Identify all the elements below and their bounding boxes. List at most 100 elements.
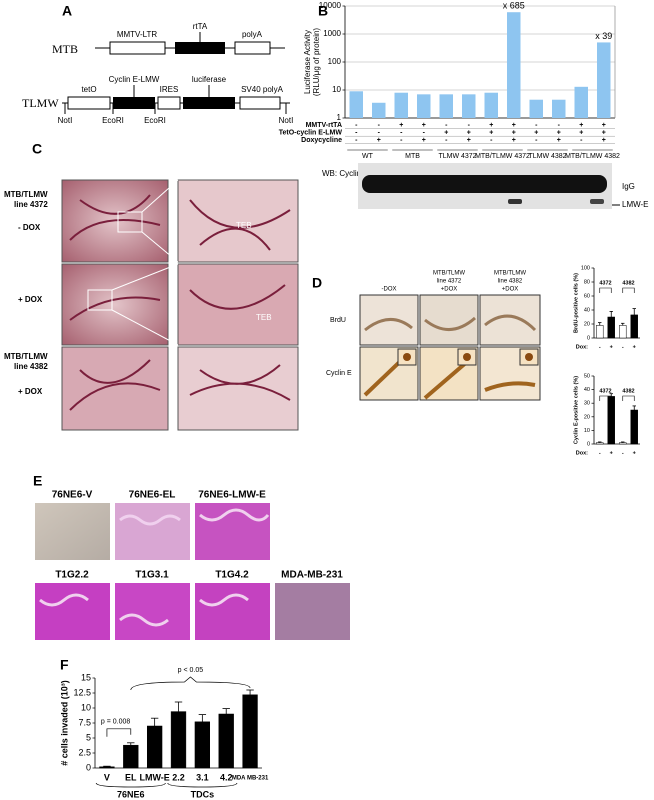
y-tick-label: 40 xyxy=(584,387,590,393)
group-bracket xyxy=(622,395,635,401)
bar xyxy=(394,92,408,118)
group-label: 76NE6 xyxy=(117,789,145,799)
row-value: - xyxy=(535,137,538,144)
image-label: MDA-MB-231 xyxy=(281,570,343,581)
bar xyxy=(507,12,521,119)
y-tick-label: 20 xyxy=(584,321,590,327)
blot-bands xyxy=(362,175,607,193)
row-value: - xyxy=(378,129,381,136)
micrographs xyxy=(359,294,541,401)
row-label: TetO-cyclin E-LMW xyxy=(279,129,343,136)
panel-label: A xyxy=(62,3,72,19)
bar xyxy=(630,409,638,445)
row-value: - xyxy=(558,122,561,129)
row-label: MTB/TLMW xyxy=(4,190,48,199)
y-tick-label: 0 xyxy=(587,441,590,447)
row-label: + DOX xyxy=(18,387,43,396)
y-tick-label: 0 xyxy=(587,335,590,341)
column-label: -DOX xyxy=(382,287,397,293)
group-label: MTB/TLMW 4382 xyxy=(565,153,620,160)
bar xyxy=(574,86,588,118)
bar xyxy=(218,713,234,769)
element-box xyxy=(234,41,271,55)
group-label: MTB xyxy=(405,153,420,160)
element-label: SV40 polyA xyxy=(241,85,283,94)
row-label: - DOX xyxy=(18,223,41,232)
y-tick-label: 80 xyxy=(584,279,590,285)
x-tick-label: MDA MB-231 xyxy=(232,776,269,782)
row-value: - xyxy=(490,137,493,144)
x-tick-label: + xyxy=(633,450,636,456)
x-tick-label: + xyxy=(610,450,613,456)
element-box xyxy=(67,96,111,110)
element-label: luciferase xyxy=(192,75,227,84)
panel-label: D xyxy=(312,275,322,291)
y-axis-label: Cyclin E-positive cells (%) xyxy=(573,376,579,444)
site-label: NotI xyxy=(279,116,294,125)
element-label: polyA xyxy=(242,30,263,39)
x-tick-label: - xyxy=(599,450,601,456)
element-label: rtTA xyxy=(193,22,208,31)
row-value: + xyxy=(557,137,561,144)
blot-band xyxy=(590,199,604,204)
row-value: - xyxy=(445,122,448,129)
site-label: EcoRI xyxy=(102,116,124,125)
row-value: + xyxy=(377,137,381,144)
band-label: IgG xyxy=(622,182,635,191)
row-label: Dox: xyxy=(576,344,588,350)
y-tick-label: 30 xyxy=(584,401,590,407)
row-value: + xyxy=(512,122,516,129)
site-ticks xyxy=(64,103,287,114)
element-label: MMTV-LTR xyxy=(117,30,158,39)
row-value: - xyxy=(355,122,358,129)
sig-label: p < 0.05 xyxy=(178,667,204,674)
group-bracket xyxy=(167,782,238,788)
y-tick-label: 12.5 xyxy=(73,687,91,697)
row-value: + xyxy=(422,137,426,144)
row-label: line 4372 xyxy=(14,200,48,209)
y-tick-label: 1000 xyxy=(323,29,341,38)
group-label: TDCs xyxy=(191,789,215,799)
group-bracket xyxy=(599,287,612,293)
y-axis-label: # cells invaded (10³) xyxy=(59,680,69,766)
bar xyxy=(597,42,611,118)
bar xyxy=(417,94,431,118)
panel-label: B xyxy=(318,3,328,19)
annotation: TEB xyxy=(256,313,272,322)
annotation: TEB xyxy=(236,221,252,230)
row-label: Dox: xyxy=(576,450,588,456)
x-tick-label: V xyxy=(104,772,110,782)
bar xyxy=(170,711,187,769)
element-box xyxy=(113,97,155,109)
bar xyxy=(596,442,604,445)
row-value: - xyxy=(355,137,358,144)
element-box xyxy=(183,97,235,109)
bar xyxy=(439,94,453,118)
group-label: 4382 xyxy=(622,388,634,394)
blot-title: WB: Cyclin E xyxy=(322,169,369,178)
group-label: TLMW 4382 xyxy=(528,153,566,160)
bar xyxy=(607,316,615,339)
element-box xyxy=(239,96,281,110)
image-label: T1G4.2 xyxy=(215,570,249,581)
y-tick-label: 1 xyxy=(337,113,342,122)
bar xyxy=(123,744,139,769)
micrographs xyxy=(61,179,299,431)
x-tick-label: 3.1 xyxy=(196,772,209,782)
image-label: 76NE6-EL xyxy=(129,490,176,501)
y-tick-label: 50 xyxy=(584,373,590,379)
y-tick-label: 15 xyxy=(81,672,91,682)
y-axis-label: BrdU-positive cells (%) xyxy=(573,273,579,333)
row-value: - xyxy=(400,129,403,136)
row-label: BrdU xyxy=(330,317,346,324)
panel-label: F xyxy=(60,657,69,673)
group-label: 4372 xyxy=(599,280,611,286)
bar xyxy=(529,99,543,118)
blot-band xyxy=(508,199,522,204)
image-label: 76NE6-V xyxy=(52,490,93,501)
bar xyxy=(462,94,476,118)
element-label: IRES xyxy=(160,85,179,94)
column-label: line 4382 xyxy=(498,279,523,285)
row-value: - xyxy=(355,129,358,136)
